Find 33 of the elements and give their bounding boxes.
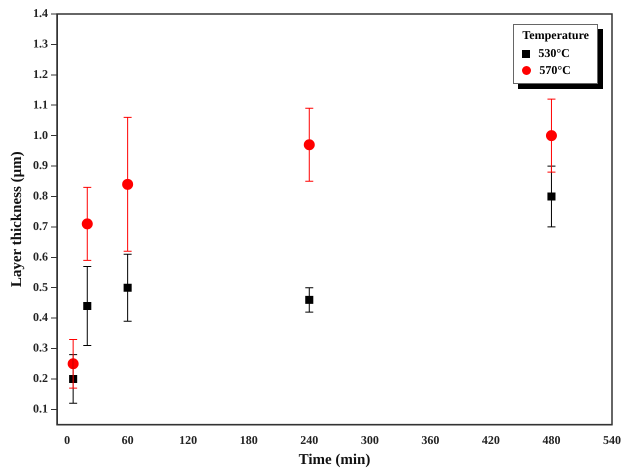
x-axis-title: Time (min) — [298, 452, 370, 468]
y-tick-label: 0.8 — [33, 188, 48, 203]
y-tick-label: 0.6 — [33, 249, 48, 264]
y-tick-label: 0.9 — [33, 158, 48, 172]
point — [124, 284, 132, 292]
x-tick-label: 480 — [542, 432, 560, 447]
y-tick-label: 1.0 — [33, 128, 48, 142]
x-tick-label: 420 — [482, 432, 500, 447]
x-tick-label: 360 — [421, 432, 440, 447]
x-tick-label: 0 — [64, 432, 70, 447]
x-tick-label: 180 — [240, 432, 258, 447]
point — [83, 302, 92, 310]
y-tick-label: 1.4 — [33, 6, 48, 20]
legend-label: 530°C — [538, 45, 570, 62]
legend-title: Temperature — [522, 28, 589, 43]
y-tick-label: 0.3 — [33, 340, 48, 355]
y-tick-label: 0.7 — [33, 218, 48, 233]
x-tick-label: 540 — [603, 432, 621, 447]
x-tick-label: 240 — [300, 432, 318, 447]
y-tick-label: 1.2 — [33, 66, 48, 81]
x-tick-label: 300 — [360, 432, 379, 447]
x-tick-label: 60 — [122, 432, 134, 447]
x-tick-label: 120 — [179, 432, 198, 447]
y-axis-title: Layer thickness (μm) — [8, 151, 25, 288]
legend-label: 570°C — [539, 62, 571, 79]
y-tick-label: 0.1 — [33, 401, 48, 416]
y-tick-label: 1.3 — [33, 36, 48, 51]
y-tick-label: 0.5 — [33, 280, 48, 294]
point — [305, 296, 314, 304]
point — [68, 358, 79, 370]
y-tick-label: 0.2 — [33, 371, 48, 386]
y-tick-label: 0.4 — [33, 310, 48, 324]
y-tick-label: 1.1 — [33, 97, 48, 112]
